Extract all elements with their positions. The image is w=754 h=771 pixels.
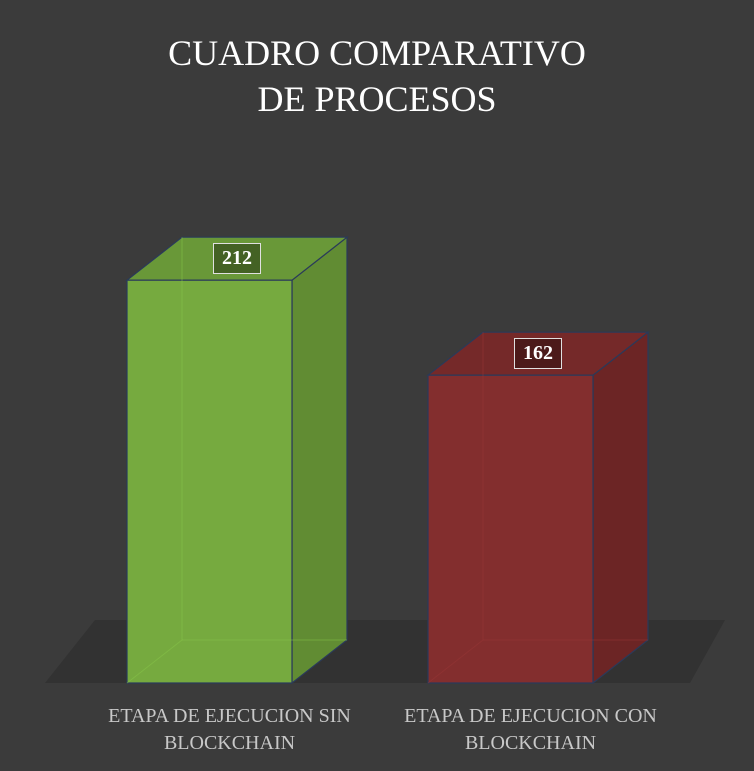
data-label: 162 <box>514 338 562 370</box>
x-tick-label: ETAPA DE EJECUCION CON BLOCKCHAIN <box>404 705 657 754</box>
bar-side <box>291 235 348 685</box>
x-tick-label: ETAPA DE EJECUCION SIN BLOCKCHAIN <box>108 705 351 754</box>
data-label: 212 <box>213 243 261 275</box>
bar <box>427 374 594 684</box>
bar-side <box>592 330 649 685</box>
chart-title: CUADRO COMPARATIVO DE PROCESOS <box>168 33 586 119</box>
bar <box>126 279 293 684</box>
